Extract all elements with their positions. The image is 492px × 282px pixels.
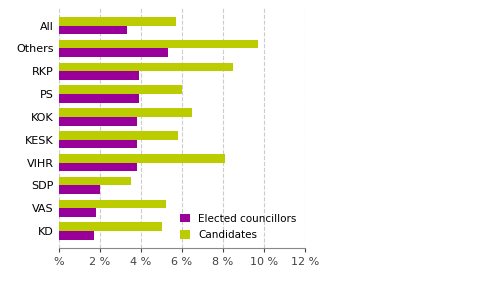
Bar xyxy=(59,231,94,240)
Bar xyxy=(59,117,137,125)
Bar xyxy=(59,26,127,34)
Bar xyxy=(59,162,137,171)
Bar xyxy=(59,185,100,194)
Bar xyxy=(59,94,139,103)
Bar xyxy=(59,154,225,162)
Bar xyxy=(59,63,233,71)
Bar xyxy=(59,71,139,80)
Bar xyxy=(59,177,131,185)
Bar xyxy=(59,208,96,217)
Bar xyxy=(59,49,168,57)
Bar xyxy=(59,40,258,49)
Legend: Elected councillors, Candidates: Elected councillors, Candidates xyxy=(177,210,300,243)
Bar xyxy=(59,108,192,117)
Bar xyxy=(59,140,137,148)
Bar xyxy=(59,222,161,231)
Bar xyxy=(59,200,166,208)
Bar xyxy=(59,17,176,26)
Bar xyxy=(59,131,178,140)
Bar xyxy=(59,85,182,94)
